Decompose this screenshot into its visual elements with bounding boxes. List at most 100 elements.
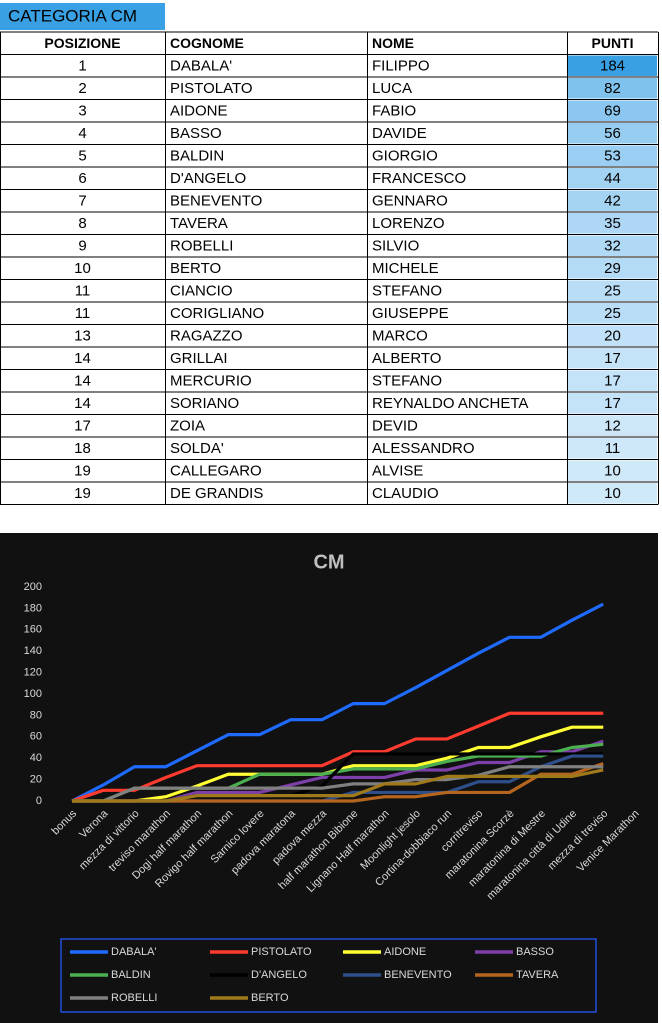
cell: 18 [74, 440, 91, 457]
title-box [0, 3, 165, 30]
chart-title: CM [313, 551, 344, 573]
cell: 3 [78, 103, 86, 120]
points-cell-fill [568, 393, 657, 414]
series-line [72, 768, 604, 803]
points-cell-fill [568, 100, 657, 121]
header-cell: NOME [372, 35, 414, 51]
legend-label: BERTO [251, 992, 289, 1004]
cell: FABIO [372, 103, 416, 120]
cell: PISTOLATO [170, 80, 253, 97]
legend-label: BALDIN [111, 969, 151, 981]
points-cell-fill [568, 258, 657, 279]
legend-label: BASSO [516, 946, 554, 958]
cell: FILIPPO [372, 58, 430, 75]
cell: 44 [604, 170, 621, 187]
cell: 25 [604, 283, 621, 300]
cell: 11 [75, 283, 91, 300]
cell: STEFANO [372, 373, 442, 390]
y-tick-label: 40 [30, 752, 42, 764]
points-cell-fill [568, 303, 657, 324]
cell: 11 [605, 440, 621, 457]
points-cell-fill [568, 145, 657, 166]
legend-label: PISTOLATO [251, 946, 312, 958]
cell: CLAUDIO [372, 485, 439, 502]
points-cell-fill [568, 325, 657, 346]
cell: 19 [74, 463, 91, 480]
cell: 56 [604, 125, 621, 142]
points-cell-fill [568, 168, 657, 189]
cell: ALESSANDRO [372, 440, 475, 457]
cell: ROBELLI [170, 238, 233, 255]
points-cell-fill [568, 78, 657, 99]
cell: ZOIA [170, 418, 205, 435]
cell: 2 [78, 80, 86, 97]
cell: 14 [74, 350, 91, 367]
y-tick-label: 180 [24, 602, 42, 614]
cell: 14 [74, 373, 91, 390]
legend-label: ROBELLI [111, 992, 157, 1004]
points-cell-fill [568, 280, 657, 301]
cell: 11 [75, 305, 91, 322]
cell: 20 [604, 328, 621, 345]
cell: ALBERTO [372, 350, 441, 367]
cell: SILVIO [372, 238, 419, 255]
cell: 13 [74, 328, 91, 345]
y-tick-label: 120 [24, 667, 42, 679]
points-cell-fill [568, 190, 657, 211]
points-cell-fill [568, 460, 657, 481]
cell: MICHELE [372, 260, 439, 277]
series-line [71, 602, 604, 803]
points-cell-fill [568, 123, 657, 144]
cell: BENEVENTO [170, 193, 262, 210]
cell: 8 [78, 215, 86, 232]
legend-label: AIDONE [384, 946, 426, 958]
cell: GIORGIO [372, 148, 438, 165]
cell: 12 [604, 418, 621, 435]
points-cell-fill [568, 483, 657, 504]
y-tick-label: 100 [24, 688, 42, 700]
cell: BERTO [170, 260, 221, 277]
cell: DAVIDE [372, 125, 427, 142]
points-cell-fill [568, 55, 657, 76]
cell: 1 [78, 58, 86, 75]
legend-label: D'ANGELO [251, 969, 307, 981]
cell: AIDONE [170, 103, 228, 120]
cell: SOLDA' [170, 440, 224, 457]
legend-box [60, 938, 597, 1013]
legend-label: DABALA' [111, 946, 157, 958]
cell: GRILLAI [170, 350, 228, 367]
cell: 17 [604, 373, 621, 390]
cell: 17 [74, 418, 91, 435]
cell: 7 [78, 193, 86, 210]
cell: 10 [604, 485, 621, 502]
cell: 69 [604, 103, 621, 120]
cell: 29 [604, 260, 621, 277]
cell: MARCO [372, 328, 428, 345]
cell: 14 [74, 395, 91, 412]
y-tick-label: 0 [36, 795, 42, 807]
cell: 17 [604, 350, 621, 367]
cell: LUCA [372, 80, 412, 97]
points-cell-fill [568, 370, 657, 391]
cell: 32 [604, 238, 621, 255]
points-cell-fill [568, 348, 657, 369]
cell: 53 [604, 148, 621, 165]
cell: DE GRANDIS [170, 485, 263, 502]
legend-label: TAVERA [516, 969, 559, 981]
cell: 19 [74, 485, 91, 502]
cell: CALLEGARO [170, 463, 262, 480]
series-line [71, 711, 604, 803]
points-cell-fill [568, 415, 657, 436]
cell: 17 [604, 395, 621, 412]
header-cell: PUNTI [592, 35, 634, 51]
series-line [72, 765, 604, 803]
cell: 184 [600, 58, 625, 75]
cell: BASSO [170, 125, 222, 142]
cell: DABALA' [170, 58, 232, 75]
cell: 6 [78, 170, 86, 187]
y-tick-label: 60 [30, 731, 42, 743]
cell: GENNARO [372, 193, 448, 210]
cell: DEVID [372, 418, 418, 435]
cell: CIANCIO [170, 283, 233, 300]
cell: BALDIN [170, 148, 224, 165]
